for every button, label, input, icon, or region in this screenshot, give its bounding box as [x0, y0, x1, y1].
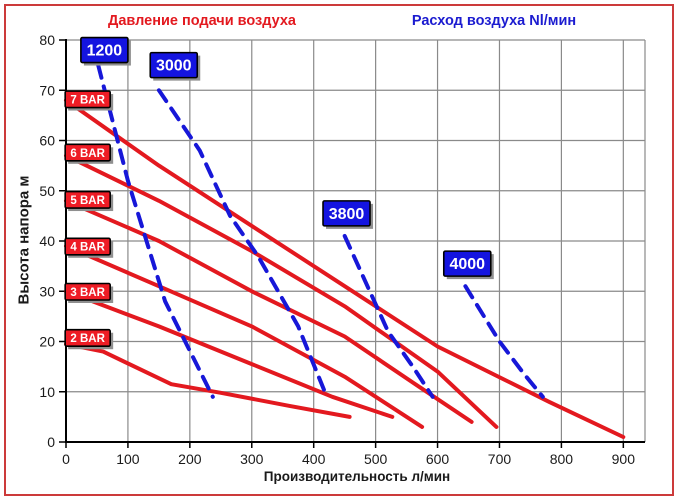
x-tick-label-800: 800 [550, 451, 574, 467]
label-box [149, 51, 199, 79]
y-tick-label-60: 60 [39, 133, 55, 149]
series-label-3800: 3800 [322, 200, 374, 229]
series-line-4000 [463, 284, 545, 399]
label-box [322, 200, 371, 227]
x-tick-label-300: 300 [240, 451, 264, 467]
x-tick-label-200: 200 [178, 451, 202, 467]
label-text: 3 BAR [70, 287, 105, 299]
x-axis-title: Производительность л/мин [263, 469, 451, 484]
x-tick-label-700: 700 [488, 451, 512, 467]
y-tick-label-20: 20 [39, 334, 55, 350]
label-text: 4 BAR [70, 242, 105, 254]
y-axis-title: Высота напора м [15, 175, 33, 305]
label-text: 5 BAR [70, 195, 105, 207]
series-label-1200: 1200 [80, 36, 131, 66]
y-tick-label-0: 0 [47, 434, 55, 450]
label-text: 4000 [449, 256, 485, 273]
series-line-3-bar [64, 289, 395, 419]
pressure-title: Давление подачи воздуха [107, 13, 297, 29]
series-label-5-bar: 5 BAR [64, 190, 114, 212]
label-box [64, 328, 111, 348]
x-tick-label-600: 600 [426, 451, 450, 467]
series-line-1200 [96, 63, 215, 399]
x-tick-label-100: 100 [116, 451, 140, 467]
label-box [64, 90, 111, 109]
x-tick-label-0: 0 [62, 451, 70, 467]
y-tick-label-70: 70 [39, 82, 55, 98]
label-box [64, 282, 111, 301]
series-label-3000: 3000 [149, 51, 201, 81]
label-text: 2 BAR [70, 333, 105, 345]
label-box [64, 190, 111, 209]
series-label-4-bar: 4 BAR [64, 237, 114, 258]
series-line-6-bar [64, 153, 499, 429]
label-text: 3000 [156, 58, 192, 75]
series-label-3-bar: 3 BAR [64, 282, 114, 304]
series-line-7-bar [64, 98, 626, 439]
series-label-6-bar: 6 BAR [64, 143, 114, 164]
series-label-4000: 4000 [442, 250, 494, 280]
series-line-2-bar [64, 342, 352, 419]
airflow-title: Расход воздуха Nl/мин [411, 13, 577, 29]
y-tick-label-10: 10 [39, 384, 55, 400]
x-tick-label-400: 400 [302, 451, 326, 467]
x-tick-label-900: 900 [612, 451, 636, 467]
tick-labels: 0 100 200 300 400 500 600 700 800 900 0 10 20 30 40 50 6… [39, 32, 635, 467]
label-text: 3800 [329, 206, 365, 223]
label-text: 1200 [87, 43, 123, 60]
label-text: 7 BAR [70, 94, 105, 106]
y-tick-label-50: 50 [39, 183, 55, 199]
series-line-4-bar [64, 244, 425, 429]
label-box [64, 237, 111, 256]
y-tick-label-30: 30 [39, 283, 55, 299]
label-box [80, 36, 129, 64]
y-tick-label-40: 40 [39, 233, 55, 249]
series-label-7-bar: 7 BAR [64, 90, 114, 111]
x-tick-label-500: 500 [364, 451, 388, 467]
series-line-3000 [156, 88, 327, 394]
series-line-3800 [342, 234, 435, 399]
label-box [442, 250, 492, 277]
series-label-2-bar: 2 BAR [64, 328, 114, 350]
label-box [64, 143, 111, 162]
y-tick-label-80: 80 [39, 32, 55, 48]
label-text: 6 BAR [70, 148, 105, 160]
